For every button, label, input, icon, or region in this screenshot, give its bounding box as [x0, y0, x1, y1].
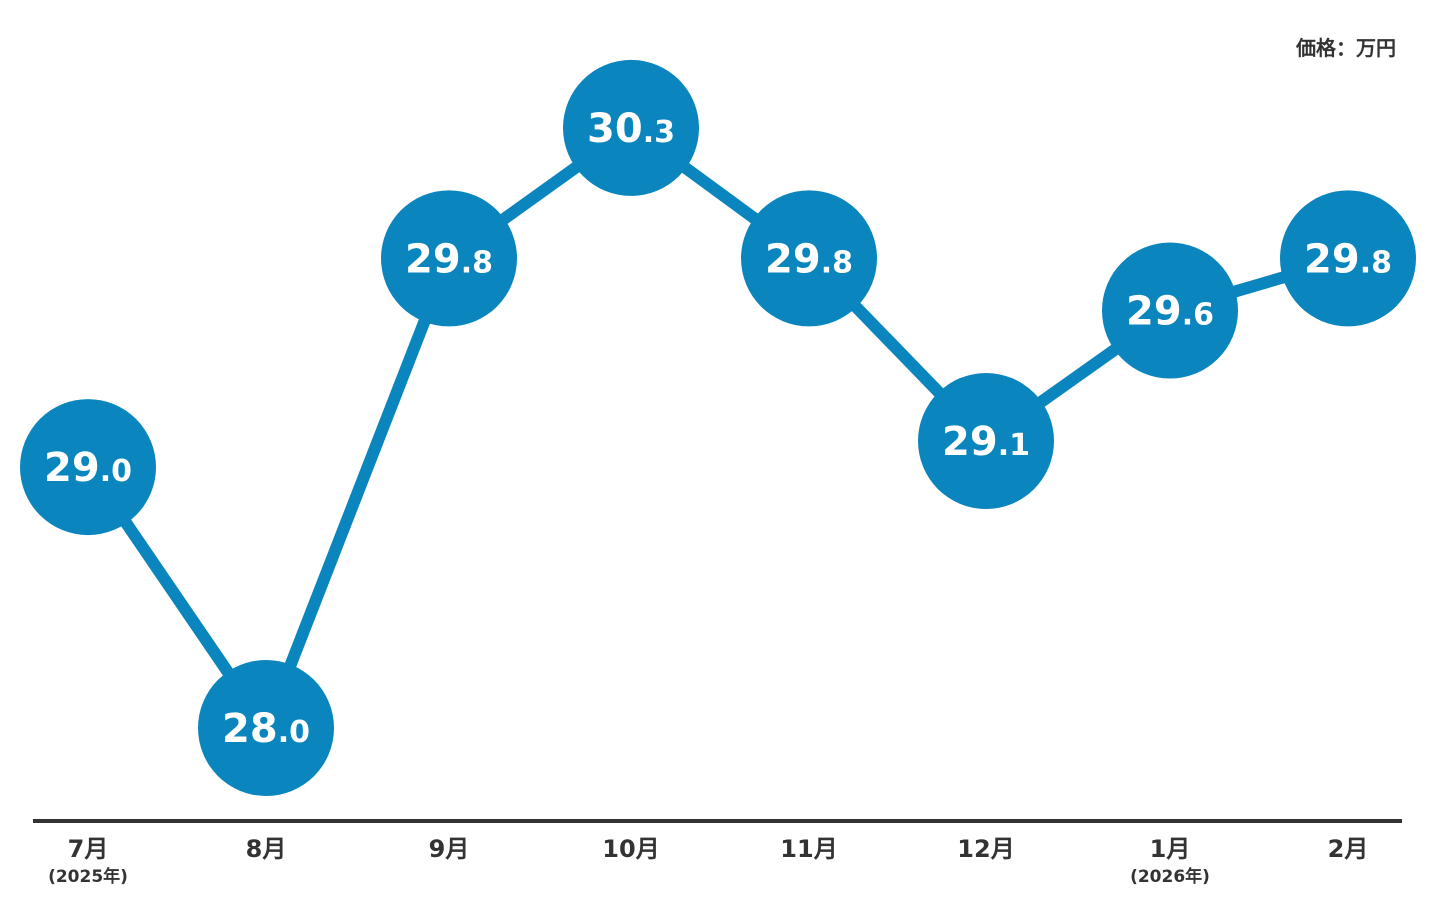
data-label: 29.1: [942, 419, 1030, 465]
data-label: 29.8: [405, 236, 493, 282]
x-tick-label: 1月: [1150, 835, 1191, 863]
data-point: [20, 399, 156, 536]
data-point: [1280, 190, 1416, 327]
data-label: 29.8: [765, 236, 853, 282]
data-label: 30.3: [587, 106, 675, 152]
data-point: [918, 373, 1054, 510]
x-tick-label: 11月: [780, 835, 837, 863]
unit-label: 価格：万円: [1296, 36, 1396, 60]
x-tick-label: 9月: [429, 835, 470, 863]
data-label: 29.0: [44, 445, 132, 491]
x-tick-label: 2月: [1328, 835, 1369, 863]
x-tick-sublabel: (2025年): [48, 866, 128, 887]
x-tick-label: 8月: [246, 835, 287, 863]
data-label: 29.8: [1304, 236, 1392, 282]
data-point: [381, 190, 517, 327]
data-label: 28.0: [222, 706, 310, 752]
data-point: [198, 660, 334, 796]
data-point: [741, 190, 877, 327]
data-point: [1102, 242, 1238, 379]
x-tick-label: 7月: [68, 835, 109, 863]
data-label: 29.6: [1126, 289, 1214, 335]
x-tick-label: 12月: [957, 835, 1014, 863]
x-tick-label: 10月: [602, 835, 659, 863]
x-tick-sublabel: (2026年): [1130, 866, 1210, 887]
data-point: [563, 59, 699, 196]
series-line: [83, 121, 1350, 734]
